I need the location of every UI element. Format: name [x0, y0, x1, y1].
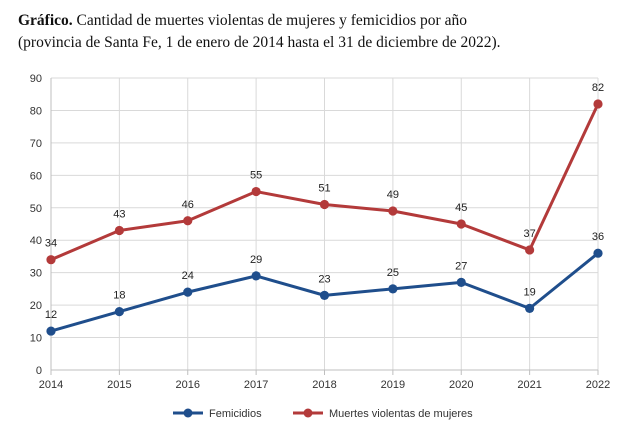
legend: Femicidios Muertes violentas de mujeres: [173, 408, 473, 420]
data-point-femicidios: [593, 248, 603, 258]
x-tick-label: 2018: [312, 379, 336, 391]
x-tick-label: 2015: [107, 379, 131, 391]
legend-marker-femicidios: [183, 408, 193, 418]
data-point-muertes-violentas-de-mujeres: [388, 206, 398, 216]
data-point-femicidios: [114, 307, 124, 317]
data-point-femicidios: [388, 284, 398, 294]
data-point-femicidios: [251, 271, 261, 281]
x-tick-label: 2019: [381, 379, 405, 391]
y-tick-label: 40: [30, 235, 42, 247]
x-tick-label: 2021: [517, 379, 541, 391]
data-point-muertes-violentas-de-mujeres: [251, 186, 261, 197]
data-point-femicidios: [525, 303, 535, 313]
data-point-muertes-violentas-de-mujeres: [456, 219, 466, 229]
y-tick-label: 10: [30, 333, 42, 345]
data-label-muertes-violentas-de-mujeres: 51: [318, 183, 330, 195]
x-tick-label: 2016: [176, 379, 200, 391]
data-label-muertes-violentas-de-mujeres: 34: [45, 238, 57, 250]
y-tick-label: 80: [30, 105, 42, 117]
x-tick-label: 2014: [39, 379, 63, 391]
data-point-femicidios: [183, 287, 193, 297]
data-label-femicidios: 24: [182, 270, 194, 282]
y-tick-label: 70: [30, 138, 42, 150]
data-point-muertes-violentas-de-mujeres: [525, 245, 535, 255]
data-label-muertes-violentas-de-mujeres: 49: [387, 189, 399, 201]
x-tick-label: 2022: [586, 379, 610, 391]
data-point-muertes-violentas-de-mujeres: [593, 99, 603, 109]
x-tick-label: 2017: [244, 379, 268, 391]
data-label-femicidios: 27: [455, 260, 467, 272]
legend-marker-muertes-violentas-de-mujeres: [303, 408, 313, 418]
caption-line-2: (provincia de Santa Fe, 1 de enero de 20…: [18, 34, 501, 51]
y-tick-label: 60: [30, 170, 42, 182]
series-group: [46, 99, 603, 336]
data-labels: 12 18 24 29 23 25 27 19 36 34 43 46 55 51 49 45 37 82: [45, 82, 604, 321]
y-tick-label: 20: [30, 300, 42, 312]
data-label-femicidios: 12: [45, 309, 57, 321]
x-tick-label: 2020: [449, 379, 473, 391]
y-tick-label: 50: [30, 203, 42, 215]
grid-lines: [50, 77, 599, 371]
data-label-muertes-violentas-de-mujeres: 37: [524, 228, 536, 240]
data-label-femicidios: 25: [387, 267, 399, 279]
data-label-muertes-violentas-de-mujeres: 55: [250, 170, 262, 182]
data-point-femicidios: [456, 277, 466, 287]
data-label-muertes-violentas-de-mujeres: 43: [113, 208, 125, 220]
data-label-femicidios: 19: [524, 286, 536, 298]
data-label-femicidios: 23: [318, 273, 330, 285]
data-label-muertes-violentas-de-mujeres: 45: [455, 202, 467, 214]
data-point-femicidios: [46, 326, 56, 336]
y-tick-label: 0: [36, 365, 42, 377]
caption-line-1: Gráfico. Cantidad de muertes violentas d…: [18, 10, 618, 32]
axes: 0 10 20 30 40 50 60 70 80 90 2014 2015 2016 2017 2018 2…: [30, 73, 610, 391]
data-label-femicidios: 18: [113, 290, 125, 302]
data-label-femicidios: 36: [592, 231, 604, 243]
data-point-muertes-violentas-de-mujeres: [114, 225, 124, 236]
y-tick-label: 90: [30, 73, 42, 85]
data-point-muertes-violentas-de-mujeres: [319, 199, 330, 210]
data-label-muertes-violentas-de-mujeres: 46: [182, 199, 194, 211]
data-label-femicidios: 29: [250, 254, 262, 266]
y-tick-label: 30: [30, 268, 42, 280]
data-point-muertes-violentas-de-mujeres: [183, 216, 193, 226]
caption-bold-label: Gráfico.: [18, 12, 73, 29]
data-point-muertes-violentas-de-mujeres: [46, 255, 56, 265]
caption-title: Cantidad de muertes violentas de mujeres…: [72, 12, 467, 29]
legend-label-muertes-violentas-de-mujeres: Muertes violentas de mujeres: [329, 408, 473, 420]
data-point-femicidios: [319, 290, 330, 300]
data-label-muertes-violentas-de-mujeres: 82: [592, 82, 604, 94]
chart-caption: Gráfico. Cantidad de muertes violentas d…: [18, 10, 618, 54]
legend-label-femicidios: Femicidios: [209, 408, 262, 420]
